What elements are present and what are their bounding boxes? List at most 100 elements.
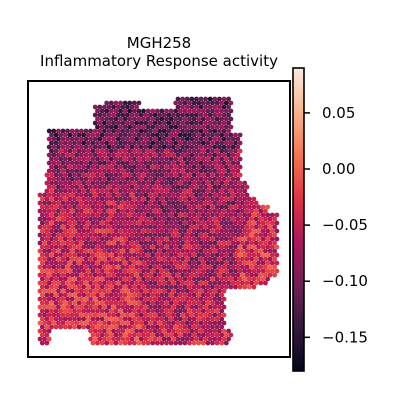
tissue-spot (152, 256, 158, 262)
tissue-spot (46, 128, 52, 134)
tissue-spot (161, 152, 167, 158)
tissue-spot (79, 144, 84, 150)
tissue-spot (106, 256, 112, 262)
tissue-spot (46, 264, 52, 270)
tissue-spot (177, 148, 183, 154)
tissue-spot (102, 152, 107, 158)
tissue-spot (65, 320, 70, 326)
tissue-spot (136, 340, 142, 346)
tissue-spot (217, 112, 222, 118)
tissue-spot (118, 156, 123, 162)
tissue-spot (217, 304, 222, 310)
tissue-spot (189, 168, 195, 174)
tissue-spot (141, 340, 146, 346)
tissue-spot (159, 212, 165, 218)
tissue-spot (212, 152, 218, 158)
tissue-spot (246, 284, 252, 290)
tissue-spot (154, 284, 160, 290)
tissue-spot (198, 112, 204, 118)
tissue-spot (267, 240, 273, 246)
tissue-spot (131, 100, 137, 106)
tissue-spot (207, 216, 213, 222)
tissue-spot (49, 316, 54, 322)
tissue-spot (104, 260, 110, 266)
tissue-spot (168, 340, 174, 346)
tissue-spot (141, 132, 146, 138)
tissue-spot (56, 184, 61, 190)
tissue-spot (113, 324, 119, 330)
tissue-spot (184, 272, 190, 278)
tissue-spot (37, 336, 43, 342)
tissue-spot (230, 216, 236, 222)
tissue-spot (212, 328, 218, 334)
tissue-spot (74, 232, 80, 238)
tissue-spot (187, 324, 192, 330)
tissue-spot (58, 212, 64, 218)
tissue-spot (152, 216, 158, 222)
tissue-spot (143, 120, 149, 126)
tissue-spot (131, 244, 137, 250)
tissue-spot (92, 304, 98, 310)
tissue-spot (81, 132, 87, 138)
tissue-spot (233, 180, 238, 186)
tissue-spot (161, 168, 167, 174)
tissue-spot (106, 232, 112, 238)
tissue-spot (92, 184, 98, 190)
tissue-spot (141, 268, 146, 274)
tissue-spot (92, 264, 98, 270)
tissue-spot (131, 204, 137, 210)
tissue-spot (136, 196, 142, 202)
tissue-spot (111, 256, 116, 262)
tissue-spot (173, 260, 179, 266)
tissue-spot (131, 316, 137, 322)
tissue-spot (46, 240, 52, 246)
tissue-spot (173, 156, 179, 162)
tissue-spot (65, 136, 70, 142)
tissue-spot (180, 192, 186, 198)
tissue-spot (143, 128, 149, 134)
tissue-spot (237, 260, 243, 266)
tissue-spot (164, 156, 169, 162)
tissue-spot (122, 212, 128, 218)
tissue-spot (148, 304, 153, 310)
tissue-spot (152, 224, 158, 230)
tissue-spot (88, 224, 93, 230)
tissue-spot (152, 328, 158, 334)
tissue-spot (182, 188, 188, 194)
tissue-spot (198, 304, 204, 310)
tissue-spot (203, 192, 209, 198)
tissue-spot (115, 128, 121, 134)
tissue-spot (221, 96, 227, 102)
tissue-spot (81, 316, 87, 322)
tissue-spot (217, 200, 222, 206)
tissue-spot (198, 104, 204, 110)
tissue-spot (49, 236, 54, 242)
tissue-spot (53, 212, 59, 218)
tissue-spot (244, 192, 250, 198)
tissue-spot (157, 128, 163, 134)
tissue-spot (69, 272, 75, 278)
tissue-spot (143, 160, 149, 166)
tissue-spot (166, 240, 172, 246)
tissue-spot (173, 180, 179, 186)
tissue-spot (129, 104, 135, 110)
tissue-spot (67, 212, 73, 218)
tissue-spot (99, 164, 105, 170)
tissue-spot (272, 264, 277, 270)
tissue-spot (154, 116, 160, 122)
tissue-spot (148, 192, 153, 198)
tissue-spot (95, 180, 100, 186)
tissue-spot (51, 192, 57, 198)
tissue-spot (177, 204, 183, 210)
tissue-spot (104, 244, 110, 250)
tissue-spot (205, 140, 211, 146)
tissue-spot (97, 112, 103, 118)
tissue-spot (200, 148, 206, 154)
tissue-spot (92, 240, 98, 246)
tissue-spot (56, 152, 61, 158)
tissue-spot (194, 152, 199, 158)
tissue-spot (46, 312, 52, 318)
tissue-spot (39, 236, 45, 242)
tissue-spot (44, 316, 50, 322)
tissue-spot (173, 324, 179, 330)
